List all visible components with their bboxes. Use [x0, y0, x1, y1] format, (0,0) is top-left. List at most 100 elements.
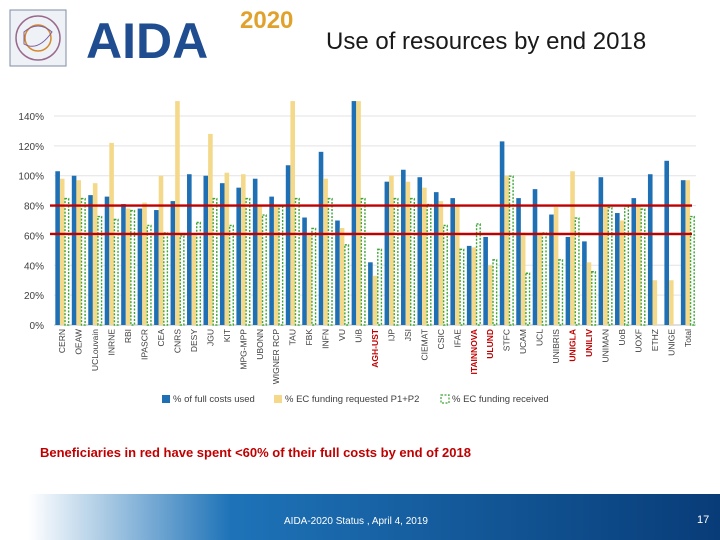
bar-ec-funding-requested [685, 180, 691, 325]
bar-ec-funding-requested [290, 101, 295, 325]
x-category-label: UiB [354, 329, 364, 343]
bar-full-costs-used [368, 262, 373, 325]
x-category-label: CNRS [172, 329, 182, 353]
x-category-label: CERN [57, 329, 67, 353]
legend-swatch-ec-funding-received [440, 394, 450, 404]
bar-ec-funding-requested [208, 133, 213, 325]
bar-full-costs-used [615, 213, 620, 325]
bar-ec-funding-requested [59, 178, 65, 325]
bar-full-costs-used [252, 178, 258, 325]
bar-full-costs-used [302, 217, 307, 325]
x-axis-category-labels: CERN OEAW UCLouvain INRNE RBI IPASCR CEA CNRS DE… [57, 328, 693, 384]
y-tick-label: 0% [30, 321, 45, 332]
x-category-label: ETHZ [650, 329, 660, 351]
bar-full-costs-used [285, 165, 291, 325]
bar-ec-funding-received [146, 224, 152, 326]
bar-full-costs-used [384, 181, 390, 325]
bar-ec-funding-received [492, 259, 498, 326]
bar-ec-funding-received [163, 232, 169, 326]
x-category-label: IJP [386, 329, 396, 342]
x-category-label: DESY [189, 329, 199, 352]
bar-ec-funding-requested [636, 205, 641, 325]
reference-lines [50, 204, 692, 236]
bar-ec-funding-received [212, 197, 218, 326]
logo-aida-text: AIDA [86, 13, 208, 69]
bar-ec-funding-received [442, 224, 448, 326]
bar-full-costs-used [647, 174, 653, 325]
bar-ec-funding-requested [471, 247, 477, 325]
bar-ec-funding-requested [553, 207, 559, 325]
bar-ec-funding-received [64, 197, 70, 326]
bars [55, 101, 695, 326]
bar-ec-funding-received [689, 215, 695, 326]
bar-ec-funding-received [558, 259, 564, 326]
bar-ec-funding-requested [652, 280, 658, 325]
x-category-label: CIEMAT [419, 329, 429, 360]
bar-ec-funding-received [591, 271, 597, 326]
bar-ec-funding-received [80, 197, 86, 326]
x-category-label: Total [683, 329, 693, 347]
bar-ec-funding-requested [619, 220, 625, 325]
bar-full-costs-used [335, 220, 340, 325]
bar-full-costs-used [549, 214, 554, 325]
bar-ec-funding-received [113, 218, 119, 326]
bar-ec-funding-requested [241, 174, 246, 325]
logo-emblem-swirl [23, 25, 53, 47]
legend: % of full costs used % EC funding request… [162, 394, 549, 405]
bar-ec-funding-requested [273, 205, 279, 325]
bar-full-costs-used [55, 171, 60, 325]
x-category-label: JSI [403, 329, 413, 341]
y-tick-label: 140% [18, 112, 44, 123]
bar-ec-funding-requested [76, 180, 81, 325]
x-category-label: UoB [617, 329, 627, 346]
x-category-label: JGU [205, 329, 215, 346]
bar-full-costs-used [598, 177, 604, 325]
legend-label: % of full costs used [173, 394, 255, 405]
bar-full-costs-used [137, 208, 143, 325]
red-beneficiaries-note: Beneficiaries in red have spent <60% of … [40, 445, 471, 460]
y-tick-label: 60% [24, 231, 44, 242]
bar-ec-funding-requested [323, 178, 328, 325]
bar-full-costs-used [88, 195, 93, 325]
x-category-label: ITAINNOVA [469, 329, 479, 375]
x-category-label: UNIBRIS [551, 329, 561, 364]
x-category-label: INFN [321, 329, 331, 349]
bar-ec-funding-requested [339, 227, 345, 325]
bar-ec-funding-received [393, 197, 399, 326]
bar-ec-funding-received [459, 248, 465, 326]
bar-full-costs-used [664, 160, 670, 325]
bar-full-costs-used [417, 177, 423, 325]
bar-ec-funding-received [640, 208, 646, 326]
bar-full-costs-used [466, 245, 472, 325]
bar-full-costs-used [170, 201, 176, 325]
bar-full-costs-used [121, 204, 126, 325]
x-category-label: UNIMAN [600, 329, 610, 363]
x-category-label: UBONN [255, 329, 265, 360]
bar-full-costs-used [154, 210, 159, 325]
bar-ec-funding-requested [669, 280, 674, 325]
bar-full-costs-used [104, 196, 110, 325]
y-tick-label: 20% [24, 291, 44, 302]
bar-ec-funding-received [574, 217, 580, 326]
bar-ec-funding-received [377, 248, 383, 326]
bar-ec-funding-received [294, 197, 300, 326]
bar-ec-funding-requested [405, 181, 411, 325]
bar-ec-funding-received [311, 227, 317, 326]
bar-ec-funding-received [278, 205, 284, 326]
x-category-label: OEAW [74, 329, 84, 355]
logo-emblem-frame [9, 9, 67, 67]
bar-ec-funding-received [97, 215, 103, 326]
bar-ec-funding-received [261, 214, 267, 326]
slide-title: Use of resources by end 2018 [326, 28, 647, 55]
bar-ec-funding-requested [586, 262, 592, 325]
bar-ec-funding-requested [372, 275, 378, 325]
x-category-label: TAU [288, 329, 298, 345]
bar-ec-funding-received [475, 223, 481, 326]
bar-ec-funding-requested [487, 265, 493, 325]
bar-full-costs-used [187, 174, 192, 325]
bar-full-costs-used [516, 198, 521, 325]
bar-ec-funding-requested [570, 171, 575, 325]
x-category-label: VU [337, 329, 347, 341]
bar-ec-funding-requested [389, 175, 394, 325]
x-category-label: IFAE [452, 329, 462, 348]
